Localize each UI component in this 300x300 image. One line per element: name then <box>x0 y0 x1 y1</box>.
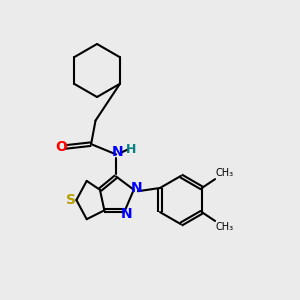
Text: N: N <box>121 207 132 221</box>
Text: S: S <box>66 193 76 207</box>
Text: N: N <box>130 181 142 195</box>
Text: H: H <box>126 142 136 156</box>
Text: CH₃: CH₃ <box>216 168 234 178</box>
Text: N: N <box>112 145 123 159</box>
Text: O: O <box>55 140 67 154</box>
Text: CH₃: CH₃ <box>216 222 234 233</box>
